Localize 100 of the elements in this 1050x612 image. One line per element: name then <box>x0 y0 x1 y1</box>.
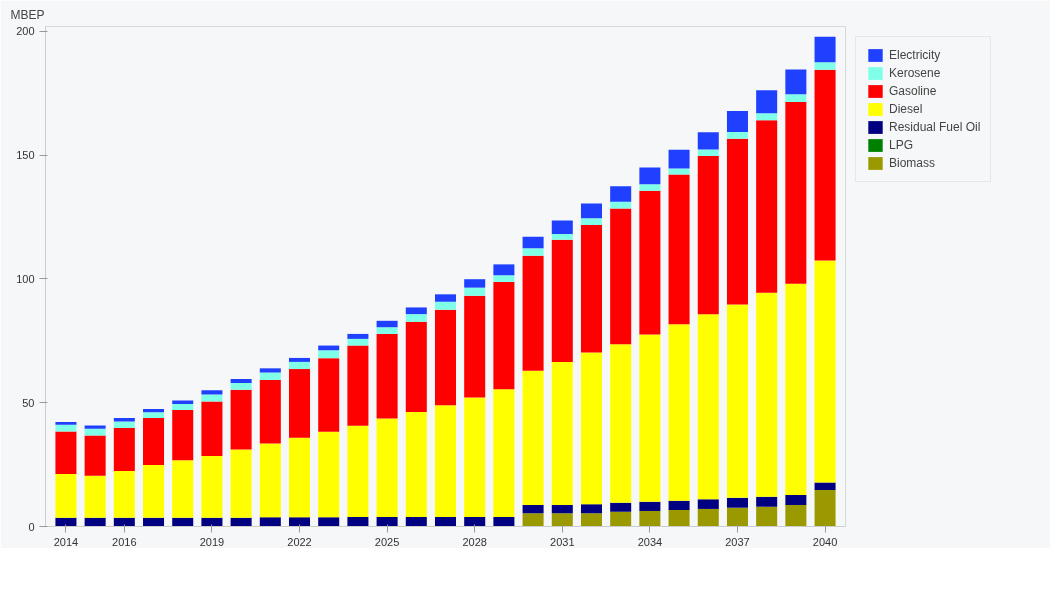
bar <box>347 338 369 346</box>
bar <box>289 517 311 527</box>
legend-label: Diesel <box>889 102 923 116</box>
bar <box>756 506 778 527</box>
bar <box>318 517 340 527</box>
bar <box>347 517 369 527</box>
bar <box>522 504 544 514</box>
bar <box>376 327 398 334</box>
bar <box>259 379 281 444</box>
bar <box>434 309 457 406</box>
bar <box>113 427 135 472</box>
bar <box>289 357 311 362</box>
bar <box>55 431 77 475</box>
bar <box>405 314 427 322</box>
bar <box>580 225 602 353</box>
bar <box>464 397 486 518</box>
bar <box>318 358 340 432</box>
bar <box>201 401 223 456</box>
bar <box>726 110 748 132</box>
bar <box>697 132 719 150</box>
bar <box>726 304 748 498</box>
bar <box>668 509 690 527</box>
bar <box>143 418 165 466</box>
bar <box>697 149 719 156</box>
bar <box>376 333 398 419</box>
bar <box>230 378 252 383</box>
bar <box>551 239 573 362</box>
legend-label: Biomass <box>889 156 936 170</box>
bar <box>522 236 544 249</box>
bar <box>610 502 632 512</box>
bar <box>493 275 515 282</box>
bar <box>201 455 223 518</box>
x-tick-label: 2025 <box>374 535 400 548</box>
bar <box>493 389 515 518</box>
bar <box>259 372 281 380</box>
bar <box>639 167 661 185</box>
bar <box>814 62 836 70</box>
bar <box>143 517 165 527</box>
bar <box>201 394 223 402</box>
bar <box>639 501 661 511</box>
bar <box>610 511 632 527</box>
bar <box>756 292 778 497</box>
bar <box>376 418 398 518</box>
bar <box>84 475 106 518</box>
bar <box>405 411 427 518</box>
x-tick-label: 2034 <box>637 535 663 548</box>
legend-label: LPG <box>889 138 914 152</box>
bar <box>814 482 836 491</box>
bar <box>230 449 252 518</box>
bar <box>697 155 719 315</box>
bar <box>493 517 515 527</box>
bar <box>143 412 165 419</box>
bar <box>551 220 573 234</box>
bar <box>610 208 632 345</box>
bar <box>289 437 311 518</box>
bar <box>639 190 661 335</box>
x-tick-label: 2031 <box>550 535 575 548</box>
bar <box>84 425 106 429</box>
bar <box>464 279 486 288</box>
bar <box>668 168 690 175</box>
bar <box>55 424 77 432</box>
bar <box>55 474 77 518</box>
bar <box>172 460 194 518</box>
bar <box>84 428 106 436</box>
bar <box>580 352 602 505</box>
bar <box>172 403 194 410</box>
y-tick-label: 50 <box>22 396 35 409</box>
y-tick-label: 100 <box>16 272 35 285</box>
bar <box>726 138 748 305</box>
bar <box>551 513 573 527</box>
bar <box>493 281 515 390</box>
bar <box>113 517 135 527</box>
bar <box>551 504 573 514</box>
bar <box>143 465 165 518</box>
bar <box>84 435 106 476</box>
x-tick-label: 2037 <box>725 535 750 548</box>
bar <box>668 500 690 510</box>
bar <box>785 102 807 284</box>
bar <box>639 184 661 191</box>
bar <box>55 422 77 425</box>
bar <box>697 314 719 500</box>
x-tick-label: 2014 <box>53 535 79 548</box>
bar <box>113 418 135 422</box>
legend-label: Residual Fuel Oil <box>889 120 981 134</box>
bar <box>551 233 573 240</box>
bar <box>726 507 748 527</box>
bar <box>785 283 807 496</box>
bar <box>405 517 427 527</box>
bar <box>756 90 778 114</box>
bar <box>464 517 486 527</box>
bar <box>580 504 602 514</box>
bar <box>580 218 602 226</box>
bar <box>113 421 135 428</box>
bar <box>230 382 252 390</box>
bar <box>522 255 544 371</box>
legend-label: Kerosene <box>889 66 941 80</box>
bar <box>84 517 106 527</box>
bar <box>493 264 515 276</box>
bar <box>610 201 632 209</box>
bar <box>610 186 632 202</box>
